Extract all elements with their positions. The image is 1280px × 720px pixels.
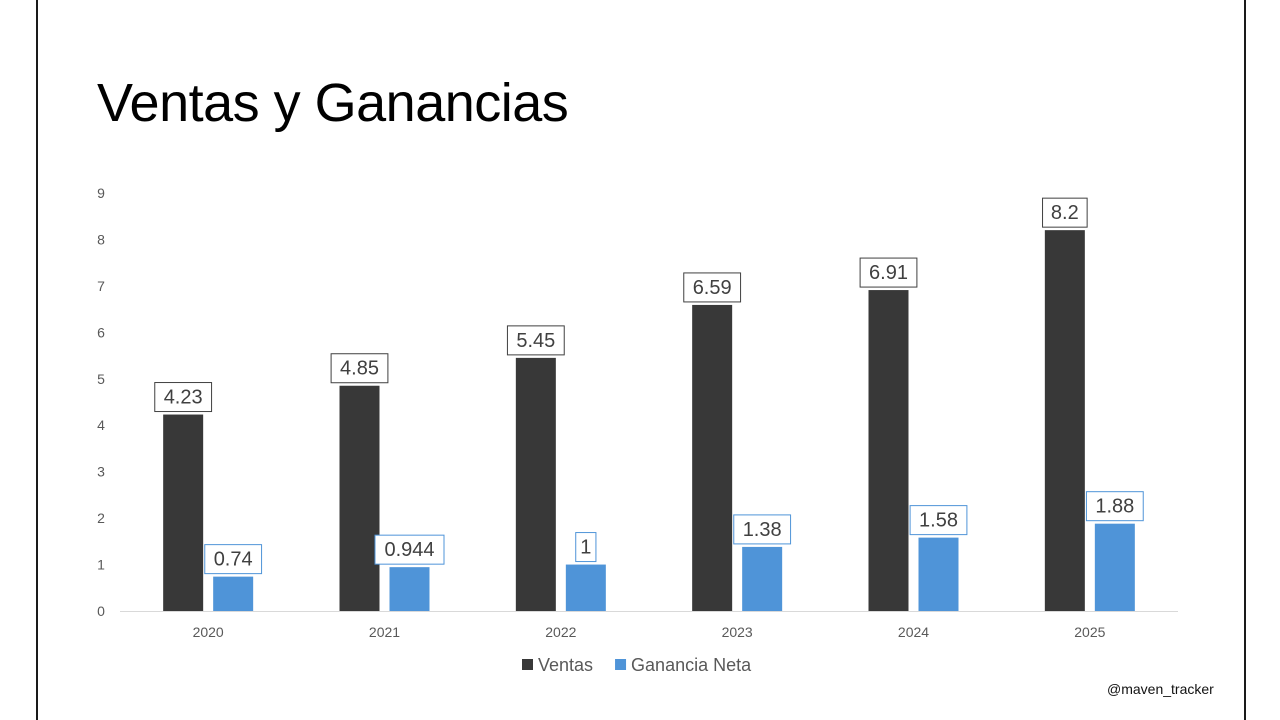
- y-tick-label: 5: [97, 371, 105, 387]
- bar-ganancia-neta-2021: [389, 567, 430, 611]
- data-label-box: [154, 382, 213, 413]
- bar-ventas-2025: [1044, 230, 1085, 611]
- data-label: 6.91: [869, 262, 908, 284]
- data-label: 0.944: [384, 539, 434, 561]
- data-label: 5.45: [516, 330, 555, 352]
- data-label-box: [733, 514, 792, 545]
- y-tick-label: 4: [97, 417, 105, 433]
- data-label-box: [506, 325, 565, 356]
- bar-ganancia-neta-2024: [918, 537, 959, 611]
- data-label-box: [204, 544, 263, 575]
- legend-swatch-ventas: [522, 659, 533, 670]
- data-label-box: [374, 534, 445, 565]
- x-tick-label: 2024: [898, 624, 929, 640]
- slide-border-left: [36, 0, 38, 720]
- data-label: 4.23: [164, 387, 203, 409]
- data-label: 6.59: [693, 277, 732, 299]
- x-tick-label: 2025: [1074, 624, 1105, 640]
- y-tick-label: 6: [97, 324, 105, 340]
- y-tick-label: 0: [97, 603, 105, 619]
- y-tick-label: 8: [97, 231, 105, 247]
- slide-border-right: [1244, 0, 1246, 720]
- bar-ventas-2021: [339, 385, 380, 611]
- legend-label: Ganancia Neta: [631, 655, 752, 675]
- x-tick-label: 2023: [722, 624, 753, 640]
- y-tick-label: 9: [97, 185, 105, 201]
- data-label: 1: [580, 537, 591, 559]
- legend-label: Ventas: [538, 655, 593, 675]
- data-label: 8.2: [1051, 202, 1079, 224]
- legend-swatch-ganancia-neta: [615, 659, 627, 670]
- x-axis-ticks: 2020 2021 2022 2023 2024 2025: [193, 624, 1106, 640]
- data-label: 4.85: [340, 358, 379, 380]
- bars-group: [163, 230, 1135, 611]
- data-label-box: [683, 272, 742, 303]
- bar-ganancia-neta-2025: [1094, 523, 1135, 611]
- data-label-box: [909, 505, 968, 536]
- data-label: 1.88: [1095, 496, 1134, 518]
- bar-ventas-2020: [163, 414, 204, 611]
- y-tick-label: 7: [97, 278, 105, 294]
- y-tick-label: 1: [97, 557, 105, 573]
- bar-ganancia-neta-2022: [565, 564, 606, 611]
- x-tick-label: 2021: [369, 624, 400, 640]
- data-label: 0.74: [214, 549, 253, 571]
- data-label-box: [575, 532, 597, 563]
- bar-ganancia-neta-2023: [742, 546, 783, 611]
- bar-ventas-2024: [868, 290, 909, 611]
- x-tick-label: 2022: [545, 624, 576, 640]
- bar-ventas-2022: [515, 357, 556, 611]
- data-label: 1.58: [919, 510, 958, 532]
- watermark: @maven_tracker: [1107, 681, 1214, 697]
- y-axis-ticks: 0 1 2 3 4 5 6 7 8 9: [97, 185, 105, 619]
- x-tick-label: 2020: [193, 624, 224, 640]
- data-label: 1.38: [743, 519, 782, 541]
- data-labels-group: 4.23 0.74 4.85 0.944 5.45 1 6.59 1.38 6.91 1.58 8.…: [154, 197, 1144, 575]
- bar-ventas-2023: [692, 304, 733, 611]
- y-tick-label: 3: [97, 464, 105, 480]
- data-label-box: [859, 257, 918, 288]
- y-tick-label: 2: [97, 510, 105, 526]
- data-label-box: [1042, 197, 1088, 228]
- data-label-box: [1085, 491, 1144, 522]
- page-title: Ventas y Ganancias: [97, 73, 569, 133]
- data-label-box: [330, 353, 389, 384]
- bar-ganancia-neta-2020: [213, 576, 254, 611]
- legend: Ventas Ganancia Neta: [522, 655, 752, 675]
